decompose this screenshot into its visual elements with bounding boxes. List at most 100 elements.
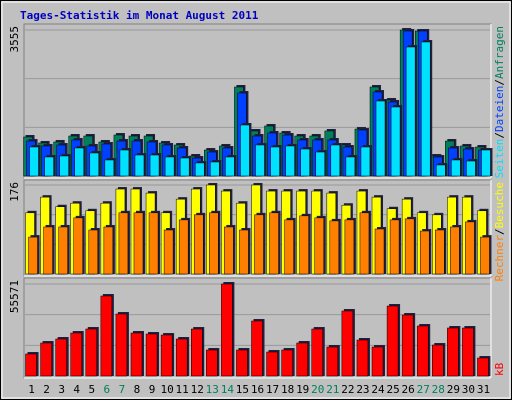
bar — [314, 217, 325, 275]
x-tick-label: 29 — [447, 383, 460, 396]
bar — [450, 226, 460, 275]
bar — [360, 146, 371, 177]
bar — [419, 230, 430, 275]
bar — [193, 214, 204, 275]
bar — [451, 159, 461, 177]
bar — [341, 310, 354, 377]
y-tick-label: 176 — [8, 182, 21, 202]
bar — [481, 149, 491, 177]
legend-separator: / — [493, 132, 506, 139]
bar — [29, 146, 39, 177]
legend: Rechner/Besuche — [493, 182, 506, 281]
bar — [386, 305, 399, 377]
x-tick-label: 3 — [58, 383, 65, 396]
bar — [44, 156, 54, 177]
bar — [178, 219, 189, 275]
x-tick-label: 5 — [88, 383, 95, 396]
bar — [130, 332, 143, 377]
x-tick-label: 30 — [462, 383, 475, 396]
bar — [390, 106, 401, 177]
bar — [239, 229, 249, 275]
bar — [329, 220, 340, 275]
bar — [25, 353, 37, 377]
bar — [89, 152, 100, 177]
x-tick-label: 10 — [160, 383, 173, 396]
x-tick-label: 18 — [281, 383, 294, 396]
bar — [281, 349, 293, 377]
x-tick-label: 19 — [296, 383, 309, 396]
x-tick-label: 4 — [73, 383, 80, 396]
chart-title: Tages-Statistik im Monat August 2011 — [20, 9, 259, 22]
x-tick-label: 20 — [311, 383, 324, 396]
legend-entry: kB — [493, 362, 506, 376]
bar — [435, 229, 445, 275]
y-tick-label: 3555 — [8, 26, 21, 53]
bar — [465, 221, 475, 275]
bar — [148, 212, 159, 275]
x-tick-label: 27 — [417, 383, 430, 396]
legend-separator: / — [493, 79, 506, 86]
x-tick-label: 31 — [477, 383, 490, 396]
bar — [179, 157, 190, 177]
x-tick-label: 28 — [432, 383, 445, 396]
legend: kB — [493, 362, 506, 376]
bar — [104, 159, 115, 177]
bar — [163, 229, 174, 275]
x-tick-label: 13 — [206, 383, 219, 396]
bar — [221, 283, 233, 377]
bar — [43, 226, 53, 275]
bar — [58, 226, 68, 275]
x-tick-label: 9 — [149, 383, 156, 396]
x-tick-label: 15 — [236, 383, 249, 396]
bar — [70, 332, 82, 377]
bar — [103, 226, 114, 275]
legend-entry: Rechner — [493, 235, 506, 282]
x-tick-label: 24 — [371, 383, 385, 396]
bar — [356, 339, 369, 377]
bar — [119, 149, 130, 177]
bar — [74, 147, 84, 177]
x-tick-label: 1 — [28, 383, 35, 396]
x-tick-label: 26 — [402, 383, 415, 396]
bar — [296, 342, 308, 377]
bar — [405, 46, 416, 177]
bar — [251, 320, 263, 377]
bar — [28, 236, 38, 275]
bar — [326, 346, 339, 377]
x-tick-label: 2 — [43, 383, 50, 396]
bar — [315, 151, 326, 177]
legend-entry: Seiten — [493, 139, 506, 179]
bar — [416, 325, 429, 377]
x-tick-label: 12 — [191, 383, 204, 396]
bar — [359, 212, 370, 275]
bar — [371, 346, 384, 377]
x-tick-label: 6 — [104, 383, 111, 396]
bar — [432, 344, 444, 377]
bar — [375, 100, 386, 177]
bar — [266, 351, 278, 377]
bar — [224, 226, 234, 275]
bar — [164, 156, 175, 177]
bar — [118, 212, 129, 275]
x-tick-label: 14 — [221, 383, 235, 396]
bar — [401, 314, 414, 377]
bar — [100, 295, 113, 377]
bar — [190, 328, 203, 377]
bar — [88, 229, 99, 275]
legend-entry: Dateien — [493, 86, 506, 132]
bar — [300, 148, 310, 177]
bar — [40, 342, 52, 377]
bar — [284, 219, 294, 275]
x-tick-label: 17 — [266, 383, 279, 396]
bar — [134, 154, 145, 177]
x-tick-label: 22 — [341, 383, 354, 396]
bar — [209, 212, 219, 275]
legend-entry: Anfragen — [493, 26, 506, 79]
bar — [480, 236, 490, 275]
x-tick-label: 7 — [119, 383, 126, 396]
legend-entry: Besuche — [493, 182, 506, 228]
bar — [404, 218, 415, 275]
bar — [254, 214, 264, 275]
